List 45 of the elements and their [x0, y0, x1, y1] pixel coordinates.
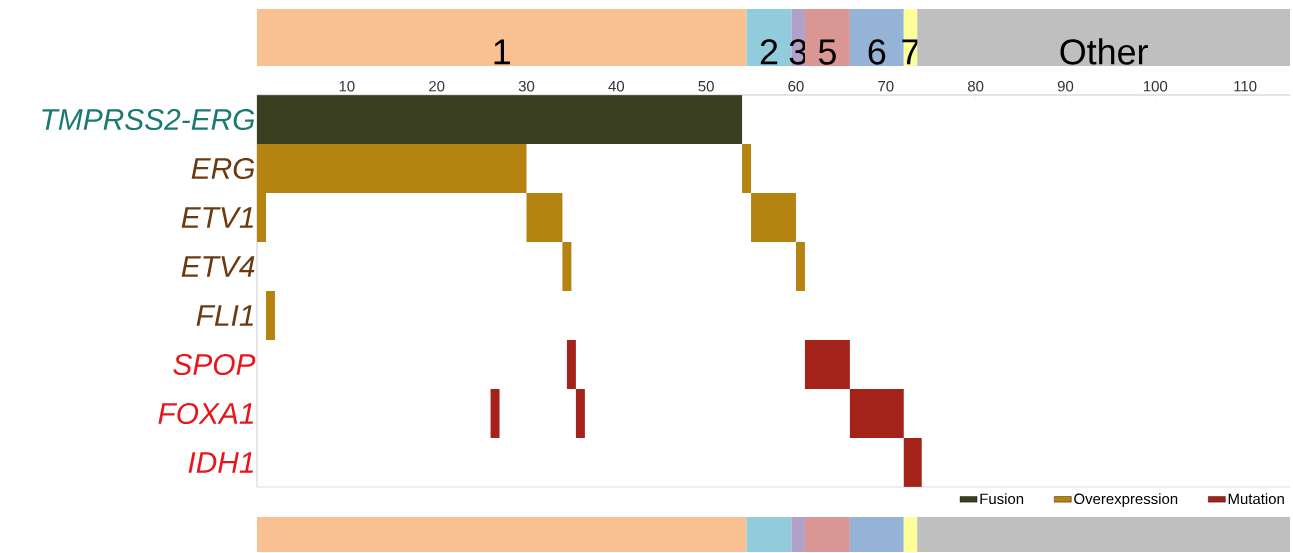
- x-tick-label: 80: [967, 80, 984, 92]
- series-label: 2: [760, 39, 778, 65]
- bar: [526, 193, 563, 242]
- x-tick-label: 110: [1234, 80, 1257, 92]
- bar: [795, 242, 805, 291]
- x-tick-label: 10: [339, 80, 355, 92]
- bar: [257, 8, 747, 66]
- x-tick-label: 70: [878, 80, 894, 92]
- x-tick-label: 90: [1057, 80, 1074, 92]
- bar: [917, 8, 1291, 66]
- x-tick-label: 40: [608, 80, 625, 92]
- y-tick-label: ERG: [191, 157, 255, 180]
- bar: [849, 8, 904, 66]
- series-label: 1: [494, 39, 510, 65]
- legend-label: Mutation: [1228, 493, 1284, 505]
- bar: [849, 389, 904, 438]
- x-tick-label: 100: [1143, 80, 1168, 92]
- x-tick-label: 30: [518, 80, 535, 92]
- y-tick-label: ETV4: [181, 256, 255, 277]
- series-label: 6: [868, 39, 886, 65]
- bar: [562, 242, 572, 291]
- legend-label: Overexpression: [1074, 493, 1178, 508]
- bar: [804, 8, 850, 66]
- series-label: 5: [818, 39, 836, 65]
- bar: [257, 95, 743, 144]
- x-tick-label: 60: [788, 80, 804, 92]
- y-tick-label: TMPRSS2-ERG: [42, 108, 255, 131]
- series-label: 7: [902, 39, 919, 65]
- y-tick-label: IDH1: [188, 452, 253, 473]
- bar: [742, 144, 752, 193]
- bar: [903, 438, 922, 487]
- bar: [265, 291, 275, 340]
- bar: [566, 340, 576, 389]
- y-tick-label: FLI1: [196, 305, 253, 326]
- y-tick-label: SPOP: [173, 353, 256, 376]
- bar: [490, 389, 500, 438]
- x-tick-label: 50: [698, 80, 714, 92]
- bar: [804, 340, 850, 389]
- bar: [575, 389, 585, 438]
- y-tick-label: ETV1: [181, 207, 253, 228]
- x-tick-label: 20: [429, 80, 445, 92]
- bar: [751, 193, 796, 242]
- legend-label: Fusion: [980, 493, 1024, 505]
- y-tick-label: FOXA1: [158, 402, 253, 425]
- series-label: Other: [1060, 38, 1148, 65]
